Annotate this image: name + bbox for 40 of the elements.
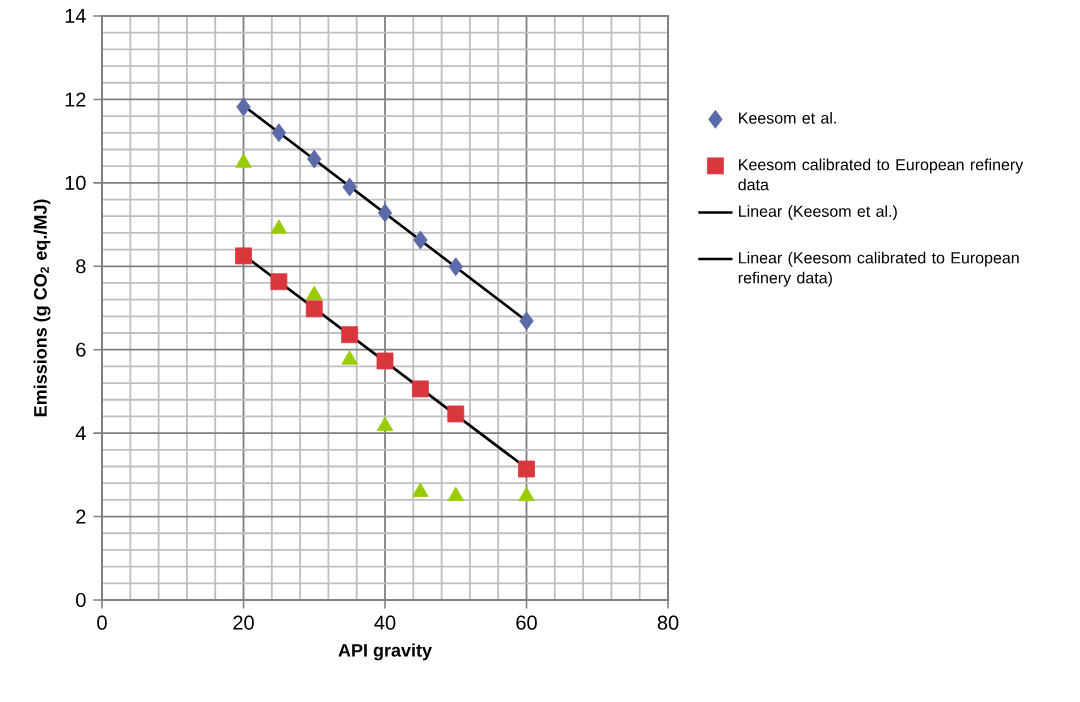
point xyxy=(447,486,464,502)
point xyxy=(519,311,534,331)
point xyxy=(235,247,252,265)
legend-label: Linear (Keesom et al.) xyxy=(739,205,897,221)
point xyxy=(447,405,465,423)
point xyxy=(448,257,463,277)
x-tick-label: 80 xyxy=(657,615,679,630)
point xyxy=(377,203,393,223)
legend-label: Keesom calibrated to European refinery data xyxy=(738,158,1024,191)
legend-label: Linear (Keesom calibrated to European refinery data) xyxy=(738,251,1019,287)
point xyxy=(413,230,428,250)
legend-label: Keesom et al. xyxy=(739,111,836,124)
y-tick-label: 12 xyxy=(65,92,86,107)
point xyxy=(271,123,287,143)
point xyxy=(411,380,429,398)
point xyxy=(376,352,394,370)
y-tick-label: 4 xyxy=(75,426,86,441)
point xyxy=(270,273,288,291)
y-tick-label: 8 xyxy=(76,259,86,274)
point xyxy=(376,416,394,431)
y-tick-label: 10 xyxy=(65,175,86,190)
x-tick-label: 0 xyxy=(97,615,107,630)
point xyxy=(341,350,358,365)
point xyxy=(307,149,322,169)
x-axis-title: API gravity xyxy=(338,643,432,661)
y-tick-label: 2 xyxy=(76,509,86,524)
point xyxy=(518,486,535,502)
x-tick-label: 20 xyxy=(233,615,254,630)
point xyxy=(341,326,359,344)
y-axis-title: Emissions (g CO$_{2}$ eq./MJ) xyxy=(33,199,51,417)
point xyxy=(412,482,429,497)
point xyxy=(236,97,251,117)
y-tick-label: 14 xyxy=(65,9,86,23)
point xyxy=(342,177,357,197)
point xyxy=(518,460,535,478)
x-tick-label: 40 xyxy=(374,615,396,630)
point xyxy=(305,300,323,318)
y-tick-label: 6 xyxy=(76,342,86,357)
x-tick-label: 60 xyxy=(516,615,537,630)
y-tick-label: 0 xyxy=(76,592,86,608)
